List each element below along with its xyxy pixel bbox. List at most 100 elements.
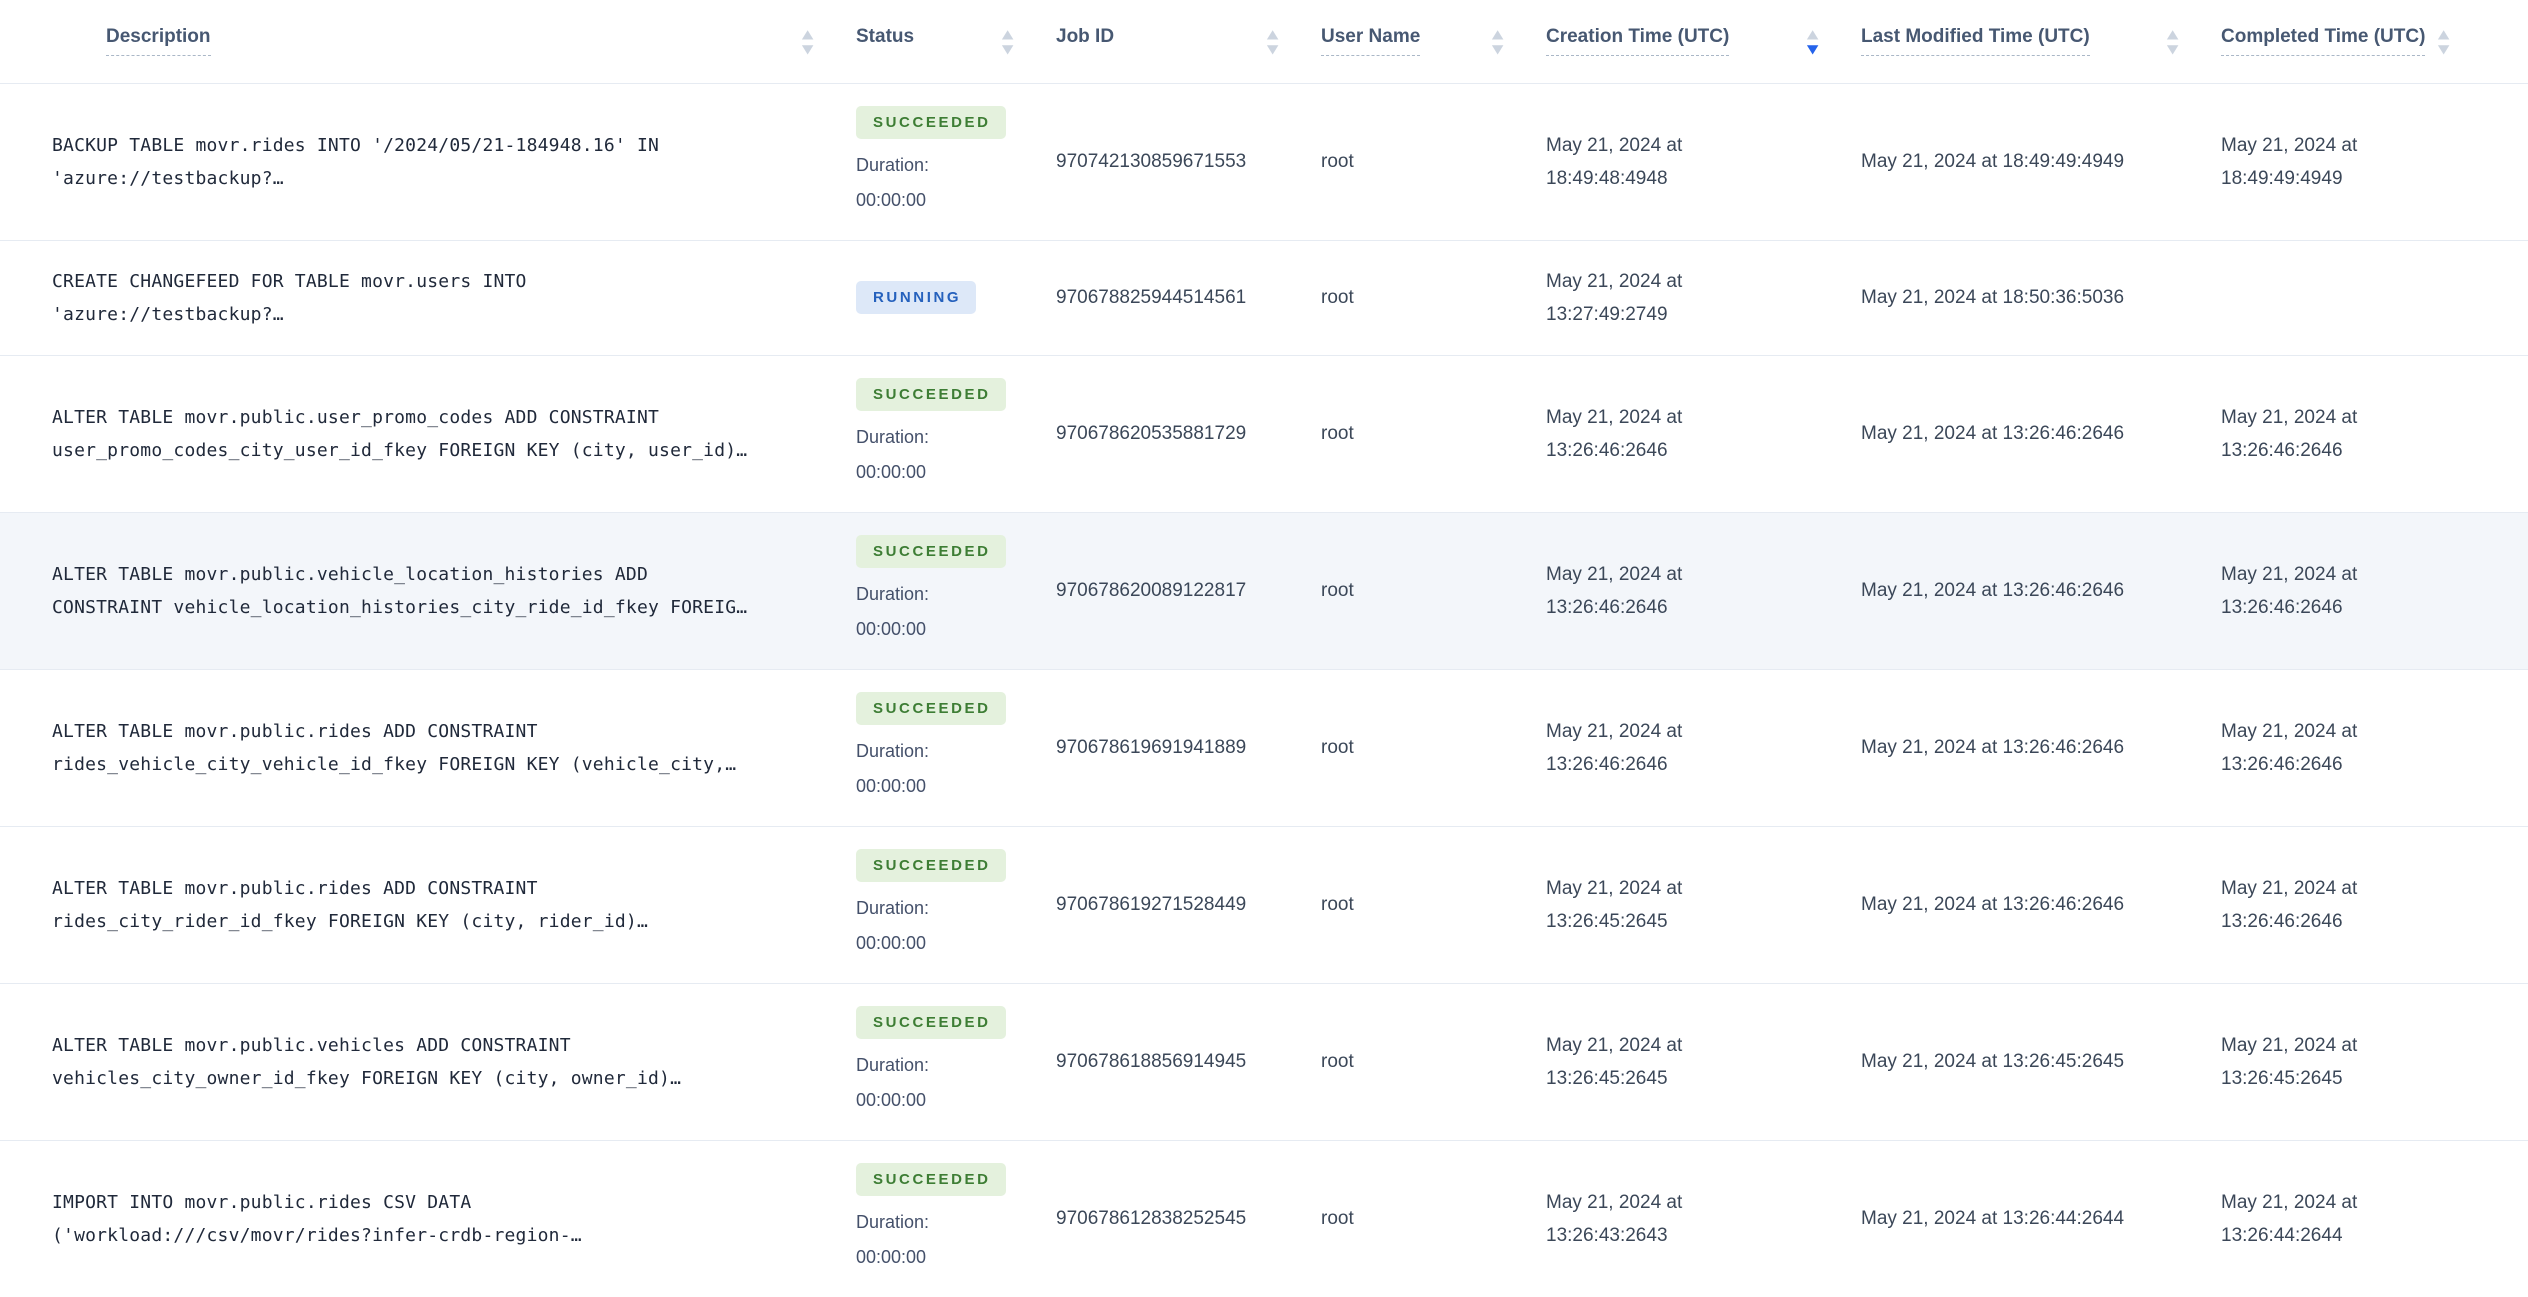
job-description-link[interactable]: ALTER TABLE movr.public.vehicles ADD CON… [52, 1034, 682, 1089]
column-header-creation-time[interactable]: Creation Time (UTC) ▲ ▼ [1530, 0, 1845, 84]
user-name-value: root [1321, 736, 1354, 758]
job-description-cell: ALTER TABLE movr.public.vehicles ADD CON… [0, 982, 840, 1140]
creation-time-cell: May 21, 2024 at 18:49:48:4948 [1546, 134, 1683, 189]
completed-time-cell: May 21, 2024 at 13:26:46:2646 [2205, 354, 2528, 512]
job-row[interactable]: ALTER TABLE movr.public.vehicles ADD CON… [0, 982, 2528, 1140]
job-row-highlighted[interactable]: ALTER TABLE movr.public.vehicle_location… [0, 511, 2528, 669]
sort-carets: ▲ ▼ [2166, 26, 2179, 55]
column-label: Status [856, 26, 915, 48]
job-status-cell: SUCCEEDED Duration: 00:00:00 [840, 83, 1040, 240]
user-name-cell: root [1305, 825, 1530, 983]
column-header-status[interactable]: Status ▲ ▼ [840, 0, 1040, 84]
job-status-cell: SUCCEEDED Duration: 00:00:00 [840, 982, 1040, 1140]
status-badge: SUCCEEDED [856, 691, 1006, 725]
creation-time-cell: May 21, 2024 at 13:26:46:2646 [1530, 354, 1845, 512]
job-id-cell: 970678620089122817 [1040, 511, 1305, 669]
job-id-value: 970678618856914945 [1056, 1050, 1247, 1072]
job-status-cell: SUCCEEDED Duration: 00:00:00 [840, 1139, 1040, 1297]
column-label: User Name [1321, 26, 1421, 57]
completed-time-cell: May 21, 2024 at 13:26:45:2645 [2205, 982, 2528, 1140]
sort-desc-icon: ▼ [1491, 41, 1504, 56]
job-description-link[interactable]: ALTER TABLE movr.public.vehicle_location… [52, 563, 748, 618]
job-status-cell: RUNNING [840, 239, 1040, 355]
user-name-value: root [1321, 150, 1354, 172]
column-label: Description [106, 26, 211, 57]
column-header-job-id[interactable]: Job ID ▲ ▼ [1040, 0, 1305, 84]
job-description-link[interactable]: IMPORT INTO movr.public.rides CSV DATA (… [52, 1191, 582, 1246]
job-duration: Duration: 00:00:00 [856, 577, 1024, 647]
duration-label: Duration: [856, 154, 930, 175]
job-duration: Duration: 00:00:00 [856, 1205, 1024, 1275]
job-duration: Duration: 00:00:00 [856, 734, 1024, 804]
sort-carets: ▲ ▼ [802, 28, 814, 55]
job-row[interactable]: IMPORT INTO movr.public.rides CSV DATA (… [0, 1139, 2528, 1297]
last-modified-time-cell: May 21, 2024 at 13:26:45:2645 [1845, 982, 2205, 1140]
user-name-cell: root [1305, 83, 1530, 240]
status-badge: SUCCEEDED [856, 377, 1006, 411]
job-description-link[interactable]: CREATE CHANGEFEED FOR TABLE movr.users I… [52, 270, 527, 325]
creation-time-cell: May 21, 2024 at 13:26:45:2645 [1530, 825, 1845, 983]
job-id-value: 970678620535881729 [1056, 422, 1247, 444]
job-id-value: 970742130859671553 [1056, 150, 1247, 172]
column-header-description[interactable]: Description ▲ ▼ [0, 0, 840, 84]
last-modified-time-cell: May 21, 2024 at 18:50:36:5036 [1845, 239, 2205, 355]
user-name-cell: root [1305, 239, 1530, 355]
job-status-cell: SUCCEEDED Duration: 00:00:00 [840, 825, 1040, 983]
duration-value: 00:00:00 [856, 932, 927, 953]
job-description-link[interactable]: ALTER TABLE movr.public.rides ADD CONSTR… [52, 720, 737, 775]
duration-value: 00:00:00 [856, 1246, 927, 1267]
completed-time-cell: May 21, 2024 at 13:26:44:2644 [2205, 1139, 2528, 1297]
column-header-completed-time[interactable]: Completed Time (UTC) ▲ ▼ [2205, 0, 2528, 84]
creation-time-cell: May 21, 2024 at 13:27:49:2749 [1530, 239, 1845, 355]
job-description-link[interactable]: BACKUP TABLE movr.rides INTO '/2024/05/2… [52, 134, 660, 189]
user-name-cell: root [1305, 1139, 1530, 1297]
sort-asc-icon: ▲ [2438, 26, 2450, 41]
duration-value: 00:00:00 [856, 461, 927, 482]
last-modified-time-cell: May 21, 2024 at 13:26:46:2646 [1845, 825, 2205, 983]
job-description-cell: ALTER TABLE movr.public.vehicle_location… [0, 511, 840, 669]
job-id-value: 970678620089122817 [1056, 579, 1247, 601]
user-name-cell: root [1305, 982, 1530, 1140]
column-label: Completed Time (UTC) [2221, 26, 2426, 57]
jobs-table-header: Description ▲ ▼ Status ▲ ▼ [0, 0, 2528, 84]
job-id-cell: 970678620535881729 [1040, 354, 1305, 512]
column-header-user-name[interactable]: User Name ▲ ▼ [1305, 0, 1530, 84]
status-badge: SUCCEEDED [856, 1005, 1006, 1039]
status-badge: SUCCEEDED [856, 1162, 1006, 1196]
column-label: Creation Time (UTC) [1546, 26, 1730, 57]
job-row[interactable]: CREATE CHANGEFEED FOR TABLE movr.users I… [0, 239, 2528, 355]
job-duration: Duration: 00:00:00 [856, 891, 1024, 961]
creation-time-cell: May 21, 2024 at 13:26:45:2645 [1530, 982, 1845, 1140]
duration-label: Duration: [856, 740, 930, 761]
sort-asc-icon: ▲ [2166, 26, 2179, 41]
status-badge: RUNNING [856, 281, 977, 314]
duration-label: Duration: [856, 426, 930, 447]
completed-time-cell [2205, 239, 2528, 355]
duration-value: 00:00:00 [856, 775, 927, 796]
user-name-cell: root [1305, 354, 1530, 512]
job-id-value: 970678612838252545 [1056, 1207, 1247, 1229]
sort-desc-icon: ▼ [2438, 41, 2450, 56]
status-badge: SUCCEEDED [856, 105, 1006, 139]
column-label: Job ID [1056, 26, 1115, 48]
duration-value: 00:00:00 [856, 189, 927, 210]
completed-time-cell: May 21, 2024 at 13:26:46:2646 [2205, 825, 2528, 983]
column-header-last-modified-time[interactable]: Last Modified Time (UTC) ▲ ▼ [1845, 0, 2205, 84]
sort-desc-icon: ▼ [1266, 41, 1279, 56]
job-description-link[interactable]: ALTER TABLE movr.public.user_promo_codes… [52, 406, 748, 461]
job-id-cell: 970678825944514561 [1040, 239, 1305, 355]
job-row[interactable]: BACKUP TABLE movr.rides INTO '/2024/05/2… [0, 83, 2528, 240]
job-row[interactable]: ALTER TABLE movr.public.user_promo_codes… [0, 354, 2528, 512]
job-row[interactable]: ALTER TABLE movr.public.rides ADD CONSTR… [0, 668, 2528, 826]
user-name-value: root [1321, 1207, 1354, 1229]
sort-carets-active: ▲ ▼ [1807, 28, 1819, 55]
last-modified-time-cell: May 21, 2024 at 13:26:46:2646 [1845, 668, 2205, 826]
job-row[interactable]: ALTER TABLE movr.public.rides ADD CONSTR… [0, 825, 2528, 983]
job-description-link[interactable]: ALTER TABLE movr.public.rides ADD CONSTR… [52, 877, 648, 932]
creation-time-cell: May 21, 2024 at 13:26:46:2646 [1530, 511, 1845, 669]
user-name-value: root [1321, 1050, 1354, 1072]
user-name-cell: root [1305, 668, 1530, 826]
sort-carets: ▲ ▼ [1266, 28, 1279, 56]
duration-value: 00:00:00 [856, 1089, 927, 1110]
